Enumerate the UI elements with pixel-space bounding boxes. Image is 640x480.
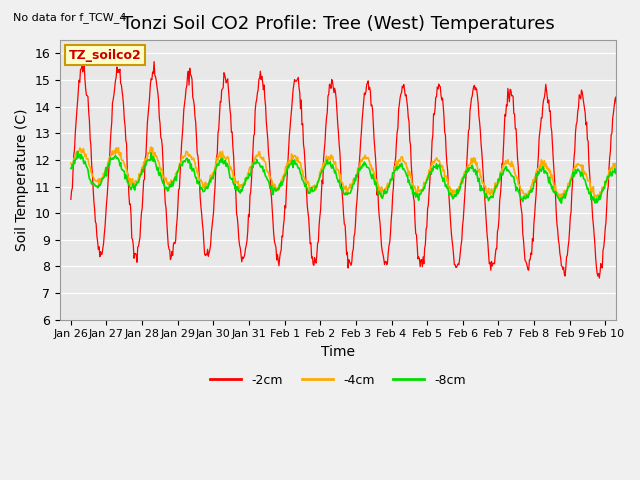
-2cm xyxy=(134,244,141,250)
-8cm xyxy=(415,191,423,196)
Title: Tonzi Soil CO2 Profile: Tree (West) Temperatures: Tonzi Soil CO2 Profile: Tree (West) Temp… xyxy=(122,15,554,33)
Line: -4cm: -4cm xyxy=(71,147,640,200)
Text: TZ_soilco2: TZ_soilco2 xyxy=(68,48,141,61)
-4cm xyxy=(67,160,75,166)
-4cm xyxy=(268,177,275,182)
-2cm xyxy=(67,196,75,202)
-8cm xyxy=(134,180,142,185)
-2cm xyxy=(239,256,247,262)
-2cm xyxy=(631,276,639,281)
-8cm xyxy=(627,201,635,206)
-8cm xyxy=(268,182,275,188)
X-axis label: Time: Time xyxy=(321,345,355,359)
-8cm xyxy=(74,148,81,154)
Line: -8cm: -8cm xyxy=(71,151,640,204)
-4cm xyxy=(593,197,601,203)
-8cm xyxy=(637,184,640,190)
-2cm xyxy=(150,59,158,64)
-2cm xyxy=(447,230,455,236)
-8cm xyxy=(67,166,75,171)
-4cm xyxy=(447,191,455,196)
-8cm xyxy=(239,182,247,188)
Legend: -2cm, -4cm, -8cm: -2cm, -4cm, -8cm xyxy=(205,369,471,392)
Line: -2cm: -2cm xyxy=(71,61,640,278)
-2cm xyxy=(415,256,423,262)
-8cm xyxy=(289,165,297,170)
Text: No data for f_TCW_4: No data for f_TCW_4 xyxy=(13,12,126,23)
-4cm xyxy=(147,144,155,150)
-2cm xyxy=(289,87,297,93)
-8cm xyxy=(447,192,455,198)
-4cm xyxy=(239,180,247,186)
-4cm xyxy=(289,156,297,161)
-4cm xyxy=(415,189,423,194)
-2cm xyxy=(637,225,640,230)
-2cm xyxy=(268,195,275,201)
Y-axis label: Soil Temperature (C): Soil Temperature (C) xyxy=(15,108,29,251)
-4cm xyxy=(637,187,640,192)
-4cm xyxy=(134,178,141,183)
